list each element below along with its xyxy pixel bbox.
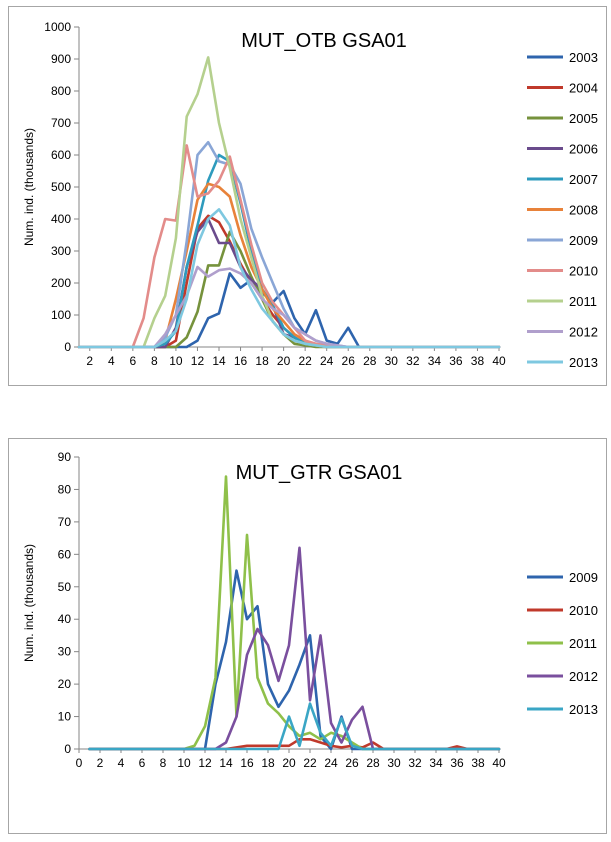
y-axis-label: Num. ind. (thousands) [22, 544, 36, 662]
chart-panel-gtr: MUT_GTR GSA01 0 10 20 30 40 50 60 70 80 90 0 2 4 6 8 10 1… [8, 438, 607, 834]
chart-title: MUT_OTB GSA01 [241, 30, 407, 52]
x-tick-label: 14 [219, 756, 233, 770]
x-tick-label: 40 [492, 756, 506, 770]
x-tick-label: 20 [277, 354, 291, 368]
x-tick-label: 16 [240, 756, 254, 770]
x-tick-label: 40 [492, 354, 506, 368]
x-tick-label: 30 [385, 354, 399, 368]
y-tick-label: 1000 [44, 20, 71, 34]
y-tick-label: 700 [51, 116, 71, 130]
x-tick-label: 18 [255, 354, 269, 368]
y-tick-label: 100 [51, 308, 71, 322]
legend-label-2012: 2012 [569, 669, 598, 684]
legend-label-2009: 2009 [569, 233, 598, 248]
x-tick-label: 4 [108, 354, 115, 368]
x-tick-label: 36 [449, 354, 463, 368]
legend-label-2013: 2013 [569, 355, 598, 370]
x-tick-label: 8 [160, 756, 167, 770]
y-tick-label: 900 [51, 52, 71, 66]
y-tick-label: 30 [58, 645, 72, 659]
x-tick-label: 24 [324, 756, 338, 770]
x-tick-label: 8 [151, 354, 158, 368]
x-tick-label: 28 [363, 354, 377, 368]
y-axis-label: Num. ind. (thousands) [22, 128, 36, 246]
y-tick-label: 80 [58, 482, 72, 496]
y-tick-label: 50 [58, 580, 72, 594]
legend-label-2007: 2007 [569, 172, 598, 187]
x-tick-label: 14 [212, 354, 226, 368]
y-tick-label: 200 [51, 276, 71, 290]
x-tick-label: 18 [261, 756, 275, 770]
x-tick-label: 32 [406, 354, 420, 368]
y-tick-label: 0 [64, 340, 71, 354]
legend-label-2011: 2011 [569, 294, 597, 309]
x-tick-label: 22 [298, 354, 312, 368]
x-tick-label: 16 [234, 354, 248, 368]
x-tick-label: 28 [366, 756, 380, 770]
x-tick-label: 6 [139, 756, 146, 770]
series-line-2010 [88, 737, 501, 751]
x-tick-label: 38 [471, 756, 485, 770]
y-tick-label: 90 [58, 450, 72, 464]
chart-otb: MUT_OTB GSA01 0 100 200 300 400 500 600 700 800 90… [22, 20, 598, 370]
chart-title: MUT_GTR GSA01 [236, 462, 403, 484]
y-tick-label: 500 [51, 180, 71, 194]
x-tick-label: 36 [450, 756, 464, 770]
x-tick-label: 2 [86, 354, 93, 368]
chart-panel-otb: MUT_OTB GSA01 0 100 200 300 400 500 600 700 800 90… [8, 6, 607, 386]
x-tick-label: 22 [303, 756, 317, 770]
x-tick-label: 32 [408, 756, 422, 770]
series-line-2009 [77, 140, 501, 349]
y-tick-label: 800 [51, 84, 71, 98]
legend-label-2005: 2005 [569, 111, 598, 126]
y-tick-label: 600 [51, 148, 71, 162]
y-tick-label: 20 [58, 677, 72, 691]
y-tick-label: 0 [64, 742, 71, 756]
legend-label-2009: 2009 [569, 570, 598, 585]
y-tick-label: 60 [58, 547, 72, 561]
legend-label-2004: 2004 [569, 81, 598, 96]
legend-label-2003: 2003 [569, 50, 598, 65]
x-tick-label: 12 [198, 756, 212, 770]
legend-label-2013: 2013 [569, 702, 598, 717]
legend-label-2010: 2010 [569, 264, 598, 279]
x-tick-label: 24 [320, 354, 334, 368]
y-tick-label: 40 [58, 612, 72, 626]
legend-label-2011: 2011 [569, 636, 597, 651]
series-line-2012 [88, 546, 501, 751]
x-tick-label: 6 [130, 354, 137, 368]
x-tick-label: 10 [169, 354, 183, 368]
x-tick-label: 12 [191, 354, 205, 368]
series-line-2013 [88, 702, 501, 751]
x-tick-label: 34 [428, 354, 442, 368]
x-tick-label: 10 [177, 756, 191, 770]
series-line-2011 [88, 475, 501, 751]
y-tick-label: 400 [51, 212, 71, 226]
x-tick-label: 26 [345, 756, 359, 770]
y-tick-label: 70 [58, 515, 72, 529]
x-tick-label: 4 [118, 756, 125, 770]
x-tick-label: 38 [471, 354, 485, 368]
legend-label-2006: 2006 [569, 142, 598, 157]
x-tick-label: 2 [97, 756, 104, 770]
x-tick-label: 26 [342, 354, 356, 368]
x-tick-label: 34 [429, 756, 443, 770]
y-tick-label: 10 [58, 710, 72, 724]
legend-label-2012: 2012 [569, 325, 598, 340]
x-tick-label: 30 [387, 756, 401, 770]
legend-label-2008: 2008 [569, 203, 598, 218]
x-tick-label: 20 [282, 756, 296, 770]
x-tick-label: 0 [76, 756, 83, 770]
legend-label-2010: 2010 [569, 603, 598, 618]
y-tick-label: 300 [51, 244, 71, 258]
series-line-2013 [77, 208, 501, 349]
